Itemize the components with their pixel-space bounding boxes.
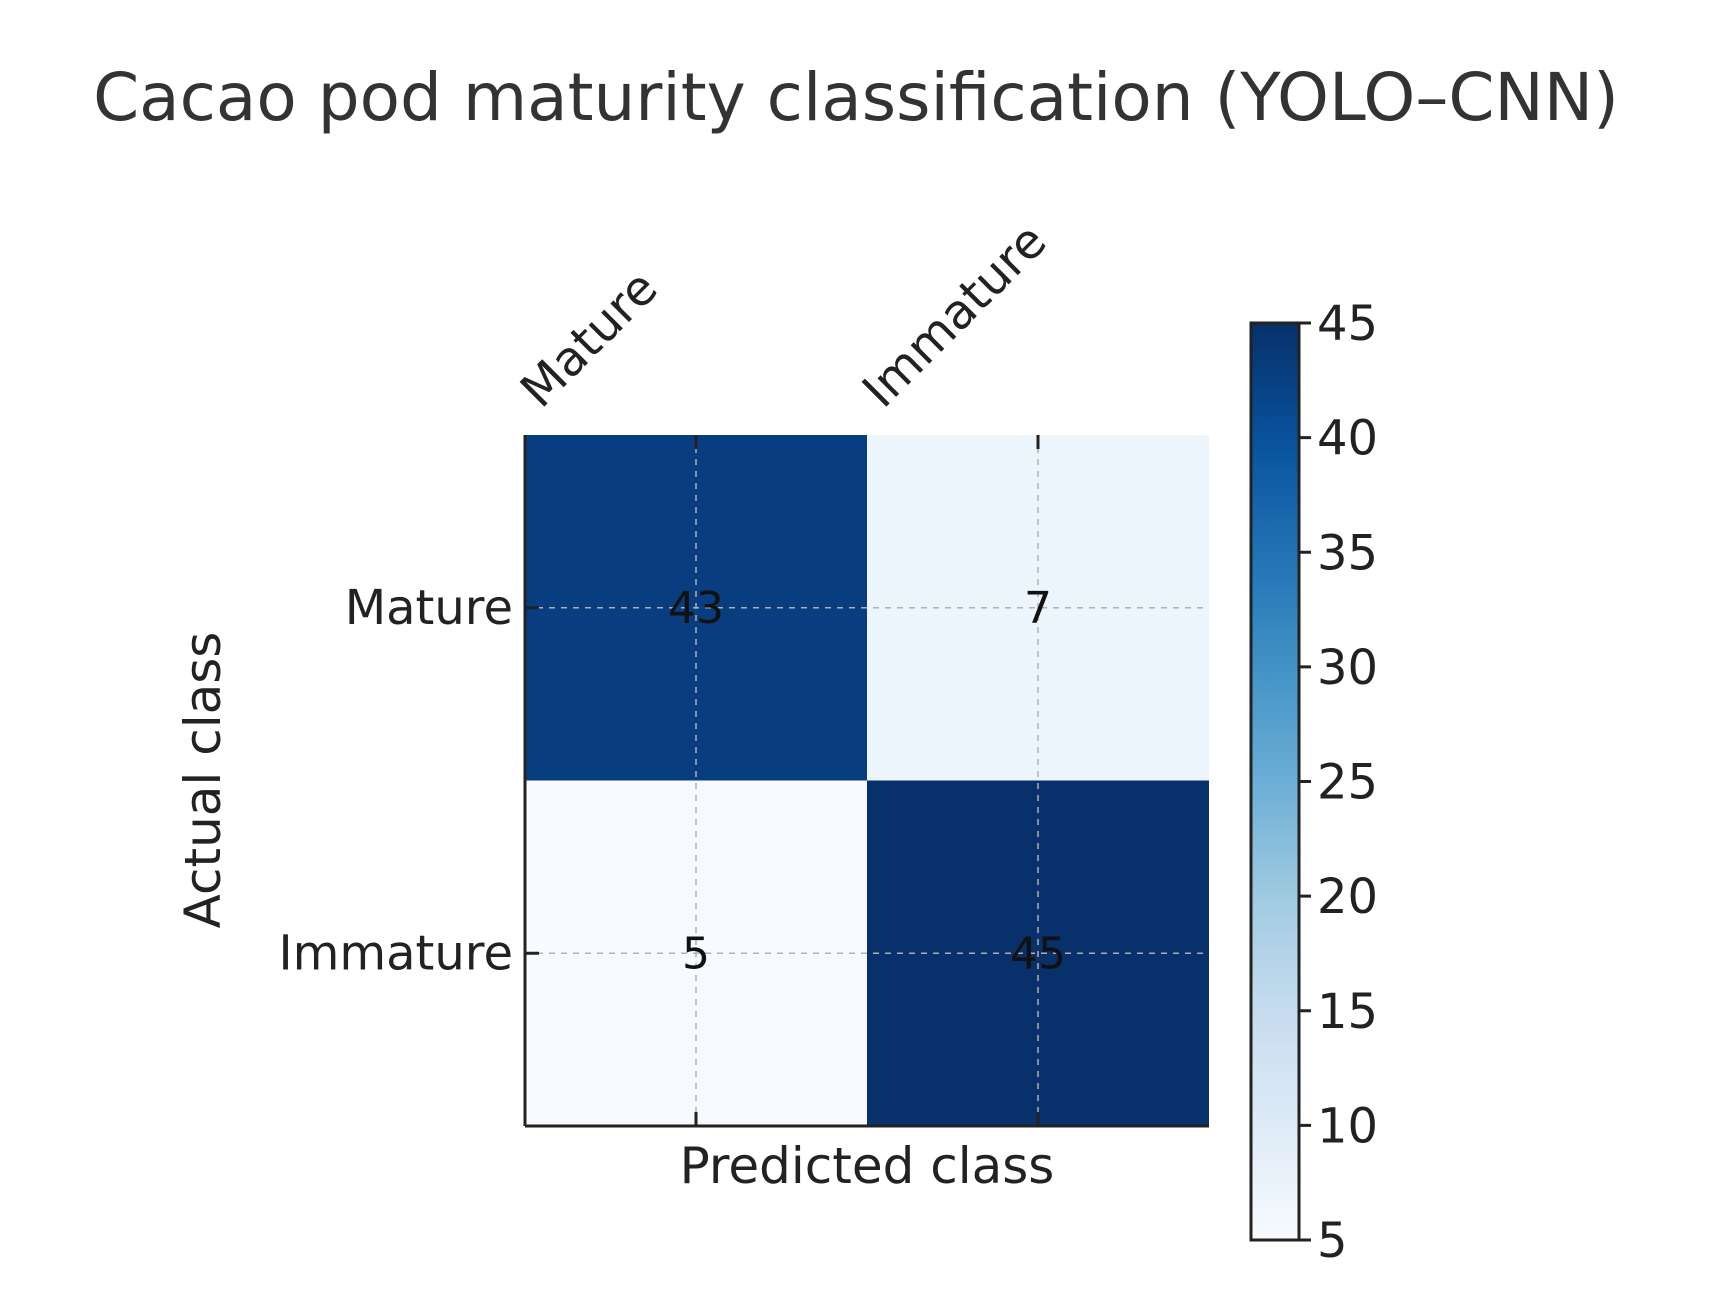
colorbar-tick-label-8: 45 (1317, 296, 1378, 352)
grid-lines (525, 435, 1209, 1126)
x-tick-label-1: Immature (852, 213, 1057, 418)
x-axis-label: Predicted class (680, 1137, 1055, 1195)
colorbar-tick-label-4: 25 (1317, 755, 1378, 811)
cell-value-labels: 43 7 5 45 (668, 583, 1066, 980)
colorbar-tick-label-2: 15 (1317, 984, 1378, 1040)
chart-title: Cacao pod maturity classification (YOLO–… (93, 59, 1619, 136)
y-axis-label: Actual class (174, 632, 232, 929)
colorbar-tick-label-7: 40 (1317, 411, 1378, 467)
x-tick-label-0: Mature (510, 260, 669, 419)
y-tick-label-1: Immature (278, 925, 513, 981)
y-tick-label-0: Mature (345, 580, 513, 636)
colorbar-tick-label-3: 20 (1317, 869, 1378, 925)
colorbar-tick-label-1: 10 (1317, 1098, 1378, 1154)
colorbar-tick-label-5: 30 (1317, 640, 1378, 696)
colorbar: 5 10 15 20 25 30 35 40 45 (1249, 296, 1378, 1269)
cell-value-label-0-0: 43 (668, 583, 724, 634)
colorbar-tick-label-0: 5 (1317, 1213, 1348, 1269)
colorbar-gradient (1249, 321, 1301, 1242)
cell-value-label-1-0: 5 (682, 928, 710, 979)
colorbar-tick-label-6: 35 (1317, 525, 1378, 581)
tick-marks (525, 435, 1040, 1126)
cell-value-label-0-1: 7 (1024, 583, 1052, 634)
plot-axes (523, 435, 1209, 1128)
cell-value-label-1-1: 45 (1010, 928, 1066, 979)
heatmap-cells (525, 435, 1209, 1126)
